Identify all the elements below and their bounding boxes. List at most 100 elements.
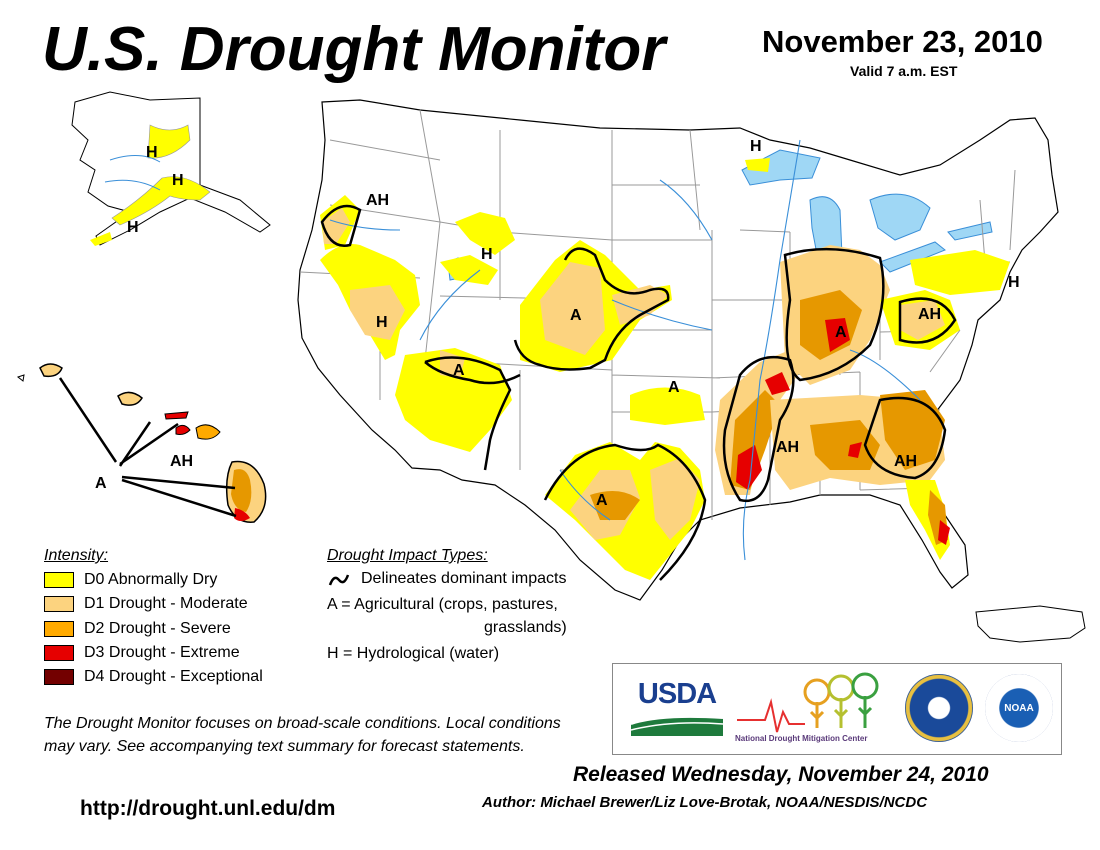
idaho-h-label: H [481, 246, 493, 263]
usda-hills-icon [631, 715, 723, 736]
hawaii-kauai [39, 363, 63, 378]
d2-swatch [44, 621, 74, 637]
plains-impact-line [513, 247, 670, 371]
puerto-rico-map [975, 605, 1086, 643]
alaska-h2-label: H [172, 172, 184, 189]
texas-impact-line [543, 443, 707, 581]
legend-label-d0: D0 Abnormally Dry [84, 571, 218, 588]
legend-item-d0: D0 Abnormally Dry [44, 570, 217, 590]
impact-agricultural-label-cont: grasslands) [484, 619, 567, 636]
conus-map: AH H H H A A A A A AH AH AH H [297, 99, 1059, 601]
indiana-d3 [825, 318, 850, 352]
kansas-d1 [612, 285, 668, 325]
alaska-h1-label: H [146, 144, 158, 161]
ohio-valley-d1 [900, 300, 945, 340]
oklahoma-d0 [630, 387, 705, 425]
lmv-d3 [736, 445, 762, 490]
texas-a-label: A [596, 492, 608, 509]
alaska-d0-north [147, 124, 191, 159]
impact-line-label: Delineates dominant impacts [361, 570, 567, 587]
usda-logo-text: USDA [637, 678, 717, 710]
texas-east-d1 [650, 458, 700, 540]
release-date: Released Wednesday, November 24, 2010 [573, 763, 989, 786]
hawaii-molokai [164, 411, 189, 420]
hawaii-impact-lines [58, 377, 237, 518]
indiana-a-label: A [835, 324, 847, 341]
impact-hydrological-label: H = Hydrological (water) [327, 645, 500, 662]
valid-time: Valid 7 a.m. EST [850, 63, 958, 79]
hawaii-lanai [175, 424, 191, 435]
map-date: November 23, 2010 [762, 24, 1043, 59]
d3-swatch [44, 645, 74, 661]
hawaii-a-label: A [95, 475, 107, 492]
arizona-a-label: A [453, 362, 465, 379]
partner-logos: USDA National Drought Mitigation Center … [612, 663, 1062, 755]
author-credit: Author: Michael Brewer/Liz Love-Brotak, … [482, 794, 928, 811]
impact-agricultural-label: A = Agricultural (crops, pastures, [327, 596, 558, 613]
ohio-impact-line [898, 297, 957, 344]
alaska-h3-label: H [127, 219, 139, 236]
hawaii-maui [195, 424, 221, 440]
hawaii-ah-label: AH [170, 453, 193, 470]
hawaii-big-island-d3 [234, 508, 250, 521]
lake-huron [869, 193, 931, 241]
alaska-d0-peninsula [90, 232, 112, 246]
impact-types-title: Drought Impact Types: [327, 547, 488, 564]
lake-erie [879, 241, 946, 273]
colorado-d1 [540, 262, 605, 355]
oregon-ah-label: AH [366, 192, 389, 209]
alabama-d3 [848, 442, 862, 458]
colorado-a-label: A [570, 307, 582, 324]
commerce-seal-icon [905, 674, 973, 742]
mississippi-ah-label: AH [776, 439, 799, 456]
southwest-impact-line [424, 356, 521, 471]
ndmc-logo-text: National Drought Mitigation Center [735, 734, 868, 743]
hawaii-big-island-d2 [231, 469, 252, 512]
nevada-h-label: H [376, 314, 388, 331]
disclaimer-note: The Drought Monitor focuses on broad-sca… [44, 715, 561, 755]
legend-label-d1: D1 Drought - Moderate [84, 595, 248, 612]
oregon-impact-line [320, 204, 362, 247]
lake-ontario [947, 221, 993, 241]
legend-label-d3: D3 Drought - Extreme [84, 644, 240, 661]
d4-swatch [44, 669, 74, 685]
ndmc-logo: National Drought Mitigation Center [735, 672, 895, 748]
florida-d3 [938, 520, 950, 545]
d0-swatch [44, 572, 74, 588]
alabama-d2 [810, 420, 880, 470]
rivers [329, 139, 921, 561]
arizona-d0 [395, 348, 512, 452]
hawaii-oahu [117, 391, 143, 406]
lmv-impact-line [722, 355, 795, 503]
noaa-seal-icon: NOAA [985, 674, 1053, 742]
georgia-ah-label: AH [894, 453, 917, 470]
ndmc-trees-icon [737, 672, 879, 733]
oregon-d1 [322, 208, 350, 244]
georgia-impact-line [863, 396, 947, 480]
legend-label-d4: D4 Drought - Exceptional [84, 668, 263, 685]
hawaii-map: AH A [16, 363, 267, 523]
alaska-map: H H H [71, 91, 271, 246]
tn-d3 [765, 372, 790, 395]
impact-line-icon [328, 574, 350, 586]
legend-label-d2: D2 Drought - Severe [84, 620, 231, 637]
alaska-d0-south [111, 176, 211, 226]
newengland-h-label: H [1008, 274, 1020, 291]
legend-item-d3: D3 Drought - Extreme [44, 643, 240, 663]
usda-logo: USDA [631, 678, 723, 736]
idaho-d0 [455, 212, 515, 255]
minnesota-d0 [745, 158, 770, 172]
legend-item-d4: D4 Drought - Exceptional [44, 667, 263, 687]
map-title: U.S. Drought Monitor [42, 15, 666, 84]
georgia-d2 [880, 390, 945, 470]
d1-swatch [44, 596, 74, 612]
ohio-ah-label: AH [918, 306, 941, 323]
nevada-d1 [350, 285, 405, 340]
texas-d2 [590, 491, 640, 520]
website-link[interactable]: http://drought.unl.edu/dm [80, 797, 336, 820]
utah-north-d0 [440, 255, 498, 285]
oklahoma-a-label: A [668, 379, 680, 396]
lake-superior [741, 149, 821, 186]
pennsylvania-d0 [910, 250, 1010, 295]
